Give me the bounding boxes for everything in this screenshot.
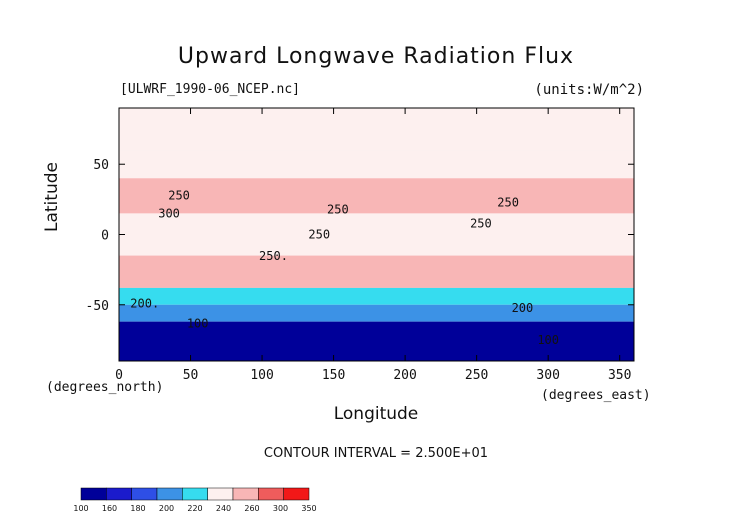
- x-tick-label: 150: [322, 368, 345, 383]
- contour-label: 200: [512, 301, 534, 315]
- colorbar-swatch: [80, 487, 107, 501]
- contour-interval-note: CONTOUR INTERVAL = 2.500E+01: [263, 446, 489, 461]
- contour-label: 250: [168, 188, 190, 202]
- x-axis-label: Longitude: [333, 404, 419, 424]
- y-tick-label: 0: [101, 229, 109, 244]
- contour-label: 300: [158, 207, 180, 221]
- colorbar-swatch: [182, 487, 208, 501]
- heatmap-band: [119, 150, 634, 179]
- x-tick-label: 300: [536, 368, 559, 383]
- colorbar-label: 350: [301, 504, 316, 513]
- x-unit-note: (degrees_east): [541, 388, 651, 403]
- heatmap-band: [119, 287, 634, 305]
- contour-label: 100: [187, 316, 209, 330]
- colorbar-label: 160: [102, 504, 117, 513]
- colorbar-swatch: [258, 487, 284, 501]
- heatmap-band: [119, 321, 634, 361]
- contour-label: 250: [497, 195, 519, 209]
- colorbar-label: 240: [216, 504, 231, 513]
- colorbar-label: 300: [273, 504, 288, 513]
- chart-title: Upward Longwave Radiation Flux: [177, 44, 575, 69]
- y-tick-label: -50: [86, 299, 109, 314]
- contour-label: 250: [327, 202, 349, 216]
- colorbar-label: 180: [130, 504, 145, 513]
- colorbar-swatch: [156, 487, 183, 501]
- x-tick-label: 350: [608, 368, 631, 383]
- x-tick-label: 100: [250, 368, 273, 383]
- colorbar-swatch: [106, 487, 132, 501]
- heatmap-band: [119, 304, 634, 322]
- units-label: (units:W/m^2): [534, 82, 644, 98]
- colorbar-label: 260: [244, 504, 259, 513]
- colorbar-label: 200: [159, 504, 174, 513]
- colorbar-swatch: [283, 487, 310, 501]
- x-tick-label: 0: [115, 368, 123, 383]
- contour-label: 100: [537, 333, 559, 347]
- y-unit-note: (degrees_north): [46, 380, 164, 395]
- heatmap-band: [119, 108, 634, 151]
- x-tick-label: 250: [465, 368, 488, 383]
- colorbar-label: 100: [73, 504, 88, 513]
- colorbar-label: 220: [187, 504, 202, 513]
- contour-label: 250: [308, 228, 330, 242]
- contour-label: 250: [470, 216, 492, 230]
- contour-label: 200.: [130, 297, 159, 311]
- heatmap-band: [119, 213, 634, 256]
- colorbar-swatch: [207, 487, 234, 501]
- x-tick-label: 50: [183, 368, 199, 383]
- colorbar-swatch: [232, 487, 259, 501]
- colorbar-swatch: [131, 487, 158, 501]
- dataset-label: [ULWRF_1990-06_NCEP.nc]: [120, 82, 301, 97]
- heatmap-band: [119, 255, 634, 288]
- y-tick-label: 50: [93, 158, 109, 173]
- contour-label: 250.: [259, 249, 288, 263]
- heatmap-band: [119, 178, 634, 214]
- x-tick-label: 200: [393, 368, 416, 383]
